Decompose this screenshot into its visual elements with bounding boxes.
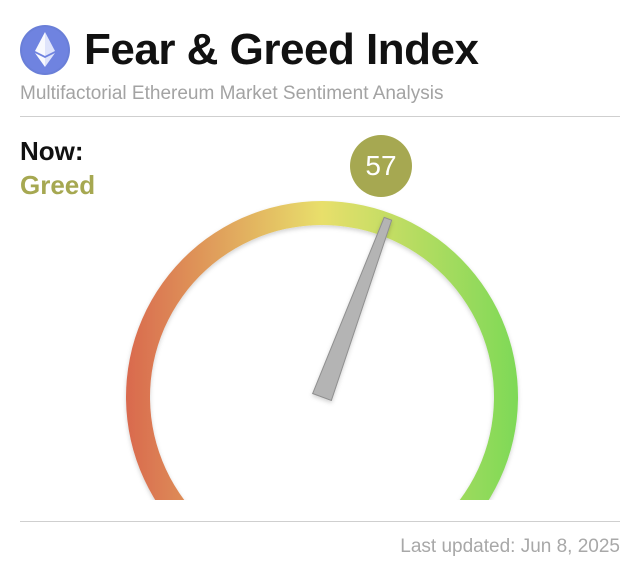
top-divider [20,116,620,117]
header: Fear & Greed Index [20,22,479,78]
gauge-arc [126,201,518,500]
page-subtitle: Multifactorial Ethereum Market Sentiment… [20,83,444,104]
page-title: Fear & Greed Index [84,25,479,74]
bottom-divider [20,521,620,522]
last-updated-text: Last updated: Jun 8, 2025 [400,536,620,557]
sentiment-label: Greed [20,170,96,200]
ethereum-logo-icon [20,25,70,75]
now-label: Now: [20,136,84,166]
index-value-badge: 57 [350,135,412,197]
gauge-needle [311,216,393,402]
sentiment-gauge [126,201,518,500]
